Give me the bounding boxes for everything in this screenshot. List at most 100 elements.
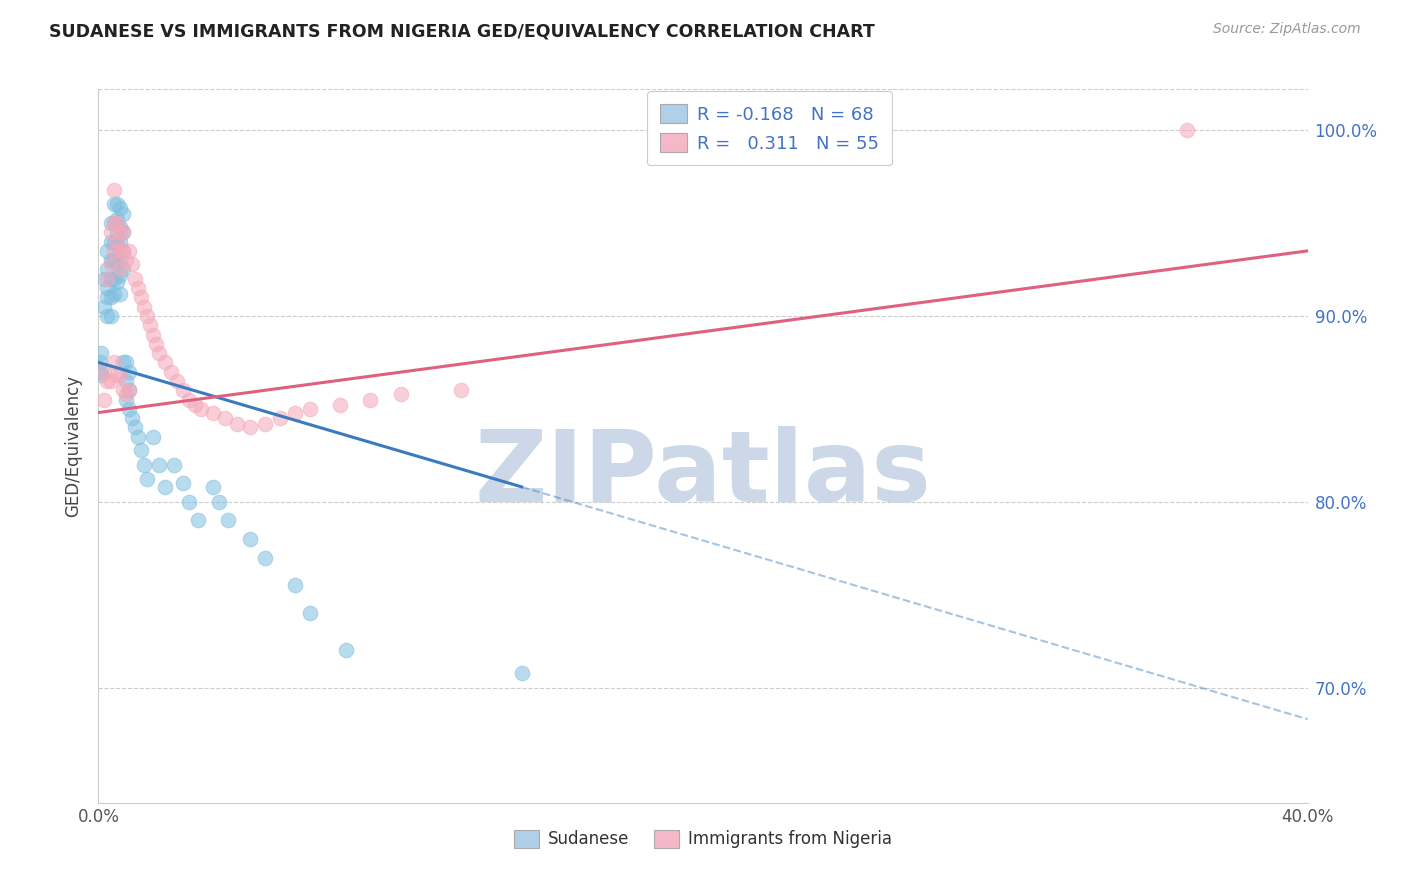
Point	[202, 405, 225, 419]
Legend: Sudanese, Immigrants from Nigeria: Sudanese, Immigrants from Nigeria	[508, 823, 898, 855]
Point	[148, 346, 170, 360]
Point	[153, 355, 176, 369]
Point	[108, 286, 131, 301]
Point	[89, 355, 111, 369]
Point	[179, 494, 201, 508]
Point	[153, 480, 176, 494]
Point	[93, 365, 115, 379]
Point	[105, 238, 128, 252]
Point	[108, 268, 131, 282]
Point	[253, 550, 276, 565]
Point	[108, 244, 131, 258]
Point	[127, 430, 149, 444]
Point	[103, 244, 125, 258]
Point	[284, 578, 307, 592]
Point	[163, 458, 186, 472]
Point	[96, 281, 118, 295]
Point	[132, 458, 155, 472]
Point	[105, 235, 128, 249]
Point	[105, 216, 128, 230]
Y-axis label: GED/Equivalency: GED/Equivalency	[65, 375, 83, 517]
Point	[105, 197, 128, 211]
Point	[111, 225, 134, 239]
Point	[142, 430, 165, 444]
Point	[145, 336, 167, 351]
Point	[118, 384, 141, 398]
Point	[108, 225, 131, 239]
Point	[139, 318, 162, 333]
Point	[103, 286, 125, 301]
Point	[148, 458, 170, 472]
Point	[1175, 123, 1198, 137]
Point	[100, 225, 122, 239]
Point	[93, 300, 115, 314]
Point	[100, 235, 122, 249]
Point	[108, 368, 131, 383]
Point	[108, 201, 131, 215]
Point	[160, 365, 183, 379]
Point	[96, 262, 118, 277]
Point	[226, 417, 249, 431]
Point	[96, 244, 118, 258]
Point	[90, 346, 112, 360]
Point	[208, 494, 231, 508]
Point	[118, 365, 141, 379]
Point	[114, 355, 136, 369]
Point	[179, 392, 201, 407]
Point	[96, 271, 118, 285]
Point	[100, 309, 122, 323]
Point	[90, 368, 112, 383]
Point	[114, 392, 136, 407]
Point	[172, 384, 194, 398]
Point	[299, 401, 322, 416]
Point	[93, 392, 115, 407]
Point	[108, 253, 131, 268]
Point	[111, 244, 134, 258]
Point	[202, 480, 225, 494]
Point	[190, 401, 212, 416]
Point	[103, 235, 125, 249]
Point	[217, 513, 239, 527]
Point	[214, 411, 236, 425]
Point	[239, 532, 262, 546]
Point	[105, 225, 128, 239]
Point	[100, 253, 122, 268]
Point	[108, 262, 131, 277]
Point	[105, 257, 128, 271]
Point	[299, 607, 322, 621]
Point	[129, 290, 152, 304]
Point	[96, 290, 118, 304]
Point	[103, 216, 125, 230]
Point	[103, 182, 125, 196]
Point	[360, 392, 382, 407]
Point	[253, 417, 276, 431]
Point	[111, 262, 134, 277]
Point	[166, 374, 188, 388]
Point	[100, 290, 122, 304]
Point	[100, 216, 122, 230]
Point	[111, 355, 134, 369]
Point	[100, 374, 122, 388]
Point	[239, 420, 262, 434]
Point	[124, 420, 146, 434]
Point	[135, 309, 157, 323]
Point	[510, 665, 533, 680]
Point	[111, 225, 134, 239]
Point	[118, 401, 141, 416]
Point	[114, 253, 136, 268]
Point	[103, 271, 125, 285]
Point	[132, 300, 155, 314]
Point	[111, 244, 134, 258]
Point	[100, 257, 122, 271]
Point	[329, 398, 352, 412]
Point	[389, 387, 412, 401]
Point	[335, 643, 357, 657]
Point	[108, 235, 131, 249]
Point	[284, 405, 307, 419]
Point	[124, 271, 146, 285]
Point	[100, 271, 122, 285]
Point	[118, 244, 141, 258]
Point	[103, 355, 125, 369]
Point	[450, 384, 472, 398]
Text: SUDANESE VS IMMIGRANTS FROM NIGERIA GED/EQUIVALENCY CORRELATION CHART: SUDANESE VS IMMIGRANTS FROM NIGERIA GED/…	[49, 22, 875, 40]
